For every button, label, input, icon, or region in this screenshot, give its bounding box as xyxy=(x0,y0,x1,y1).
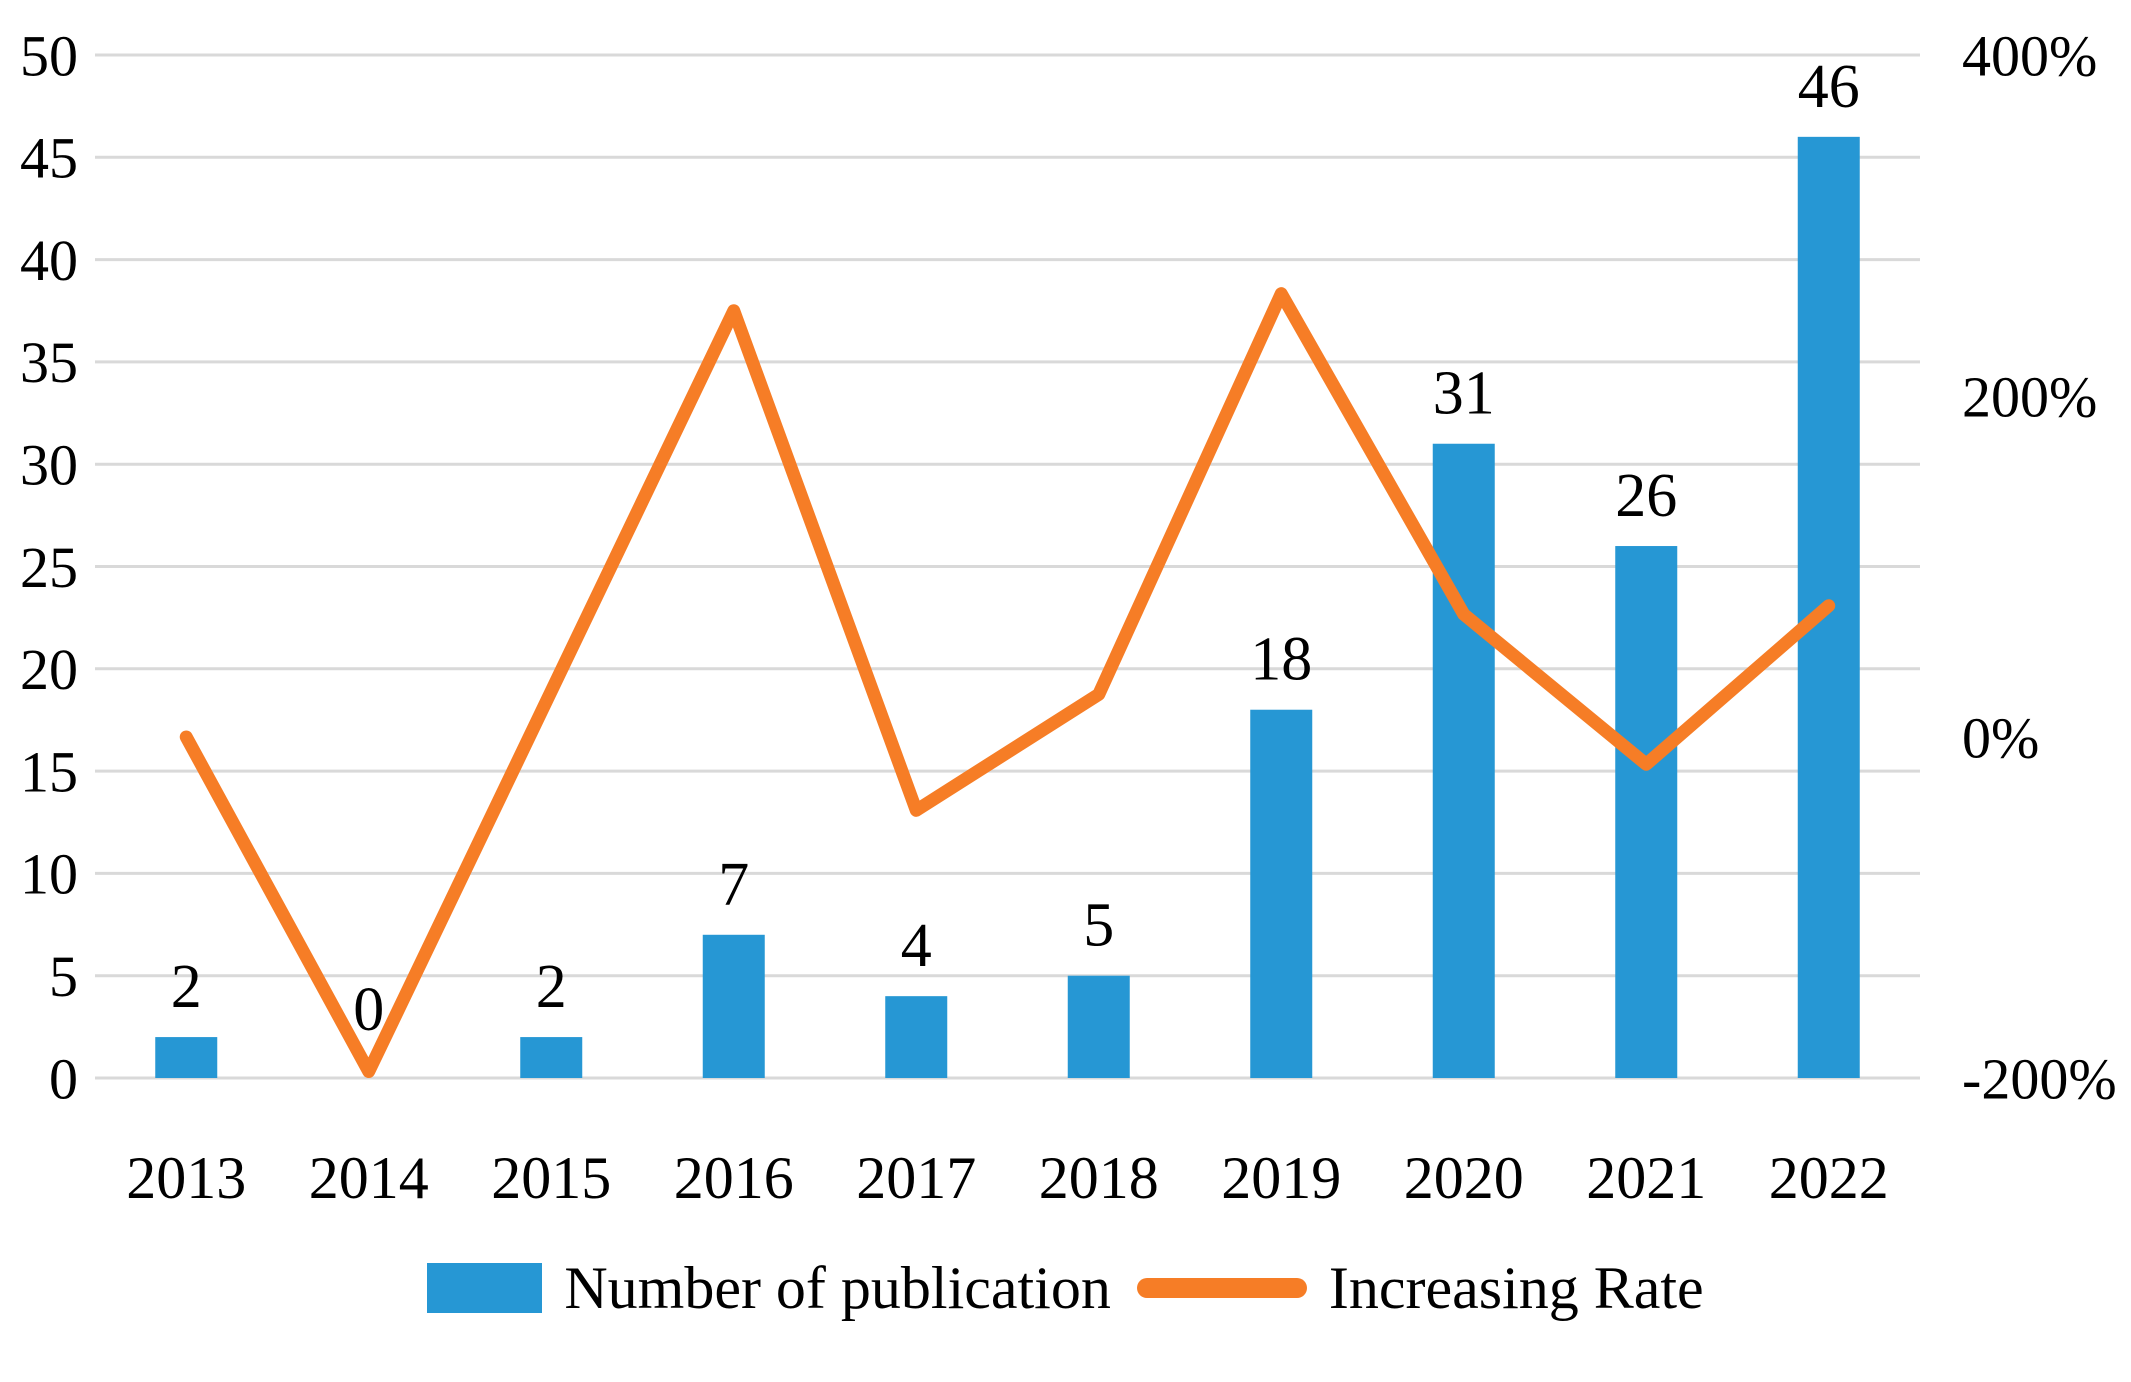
left-axis-tick-label: 25 xyxy=(20,535,78,600)
legend-line-swatch-icon xyxy=(1136,1278,1307,1298)
left-axis-tick-label: 35 xyxy=(20,330,78,395)
x-axis-year-label: 2022 xyxy=(1769,1145,1889,1211)
bar-data-label: 0 xyxy=(353,976,384,1044)
bar-2013 xyxy=(155,1037,218,1078)
bar-2015 xyxy=(520,1037,583,1078)
legend-label-rate: Increasing Rate xyxy=(1328,1255,1704,1321)
x-axis-year-label: 2016 xyxy=(674,1145,794,1211)
left-axis-tick-label: 0 xyxy=(49,1046,78,1111)
right-axis-tick-label: 400% xyxy=(1962,23,2097,88)
bar-2019 xyxy=(1250,709,1313,1078)
legend-label-publications: Number of publication xyxy=(564,1255,1111,1321)
right-axis-tick-label: 0% xyxy=(1962,705,2039,770)
legend-item-publications: Number of publication xyxy=(427,1258,1111,1318)
bar-2018 xyxy=(1067,975,1130,1078)
x-axis-year-label: 2017 xyxy=(856,1145,976,1211)
x-axis-year-label: 2018 xyxy=(1039,1145,1159,1211)
left-axis-tick-label: 30 xyxy=(20,433,78,498)
legend-bar-swatch-icon xyxy=(427,1263,543,1313)
bar-data-label: 26 xyxy=(1615,462,1677,530)
bar-data-label: 2 xyxy=(171,953,202,1021)
left-axis-tick-label: 15 xyxy=(20,739,78,804)
left-axis-tick-label: 20 xyxy=(20,637,78,702)
x-axis-year-label: 2019 xyxy=(1221,1145,1341,1211)
bar-2021 xyxy=(1615,546,1678,1078)
bar-data-label: 5 xyxy=(1083,892,1114,960)
legend-item-rate: Increasing Rate xyxy=(1136,1255,1704,1321)
bar-data-label: 31 xyxy=(1433,360,1495,428)
x-axis-year-label: 2020 xyxy=(1404,1145,1524,1211)
bar-data-label: 2 xyxy=(536,953,567,1021)
bar-data-label: 7 xyxy=(718,851,749,919)
left-axis-tick-label: 10 xyxy=(20,842,78,907)
left-axis-tick-label: 5 xyxy=(49,944,78,1009)
x-axis-year-label: 2013 xyxy=(126,1145,246,1211)
bar-2020 xyxy=(1432,443,1495,1078)
bar-data-label: 4 xyxy=(901,912,932,980)
x-axis-year-label: 2015 xyxy=(491,1145,611,1211)
right-axis-tick-label: -200% xyxy=(1962,1046,2117,1111)
bar-2017 xyxy=(885,996,948,1078)
left-axis-tick-label: 40 xyxy=(20,228,78,293)
right-axis-tick-label: 200% xyxy=(1962,364,2097,429)
left-axis-tick-label: 50 xyxy=(20,23,78,88)
x-axis-year-label: 2021 xyxy=(1586,1145,1706,1211)
bar-data-label: 46 xyxy=(1798,53,1860,121)
chart-legend: Number of publication Increasing Rate xyxy=(0,1258,2131,1318)
bar-data-label: 18 xyxy=(1250,626,1312,694)
x-axis-year-label: 2014 xyxy=(309,1145,429,1211)
left-axis-tick-label: 45 xyxy=(20,126,78,191)
increasing-rate-line xyxy=(179,287,1836,1078)
bar-2016 xyxy=(702,934,765,1078)
